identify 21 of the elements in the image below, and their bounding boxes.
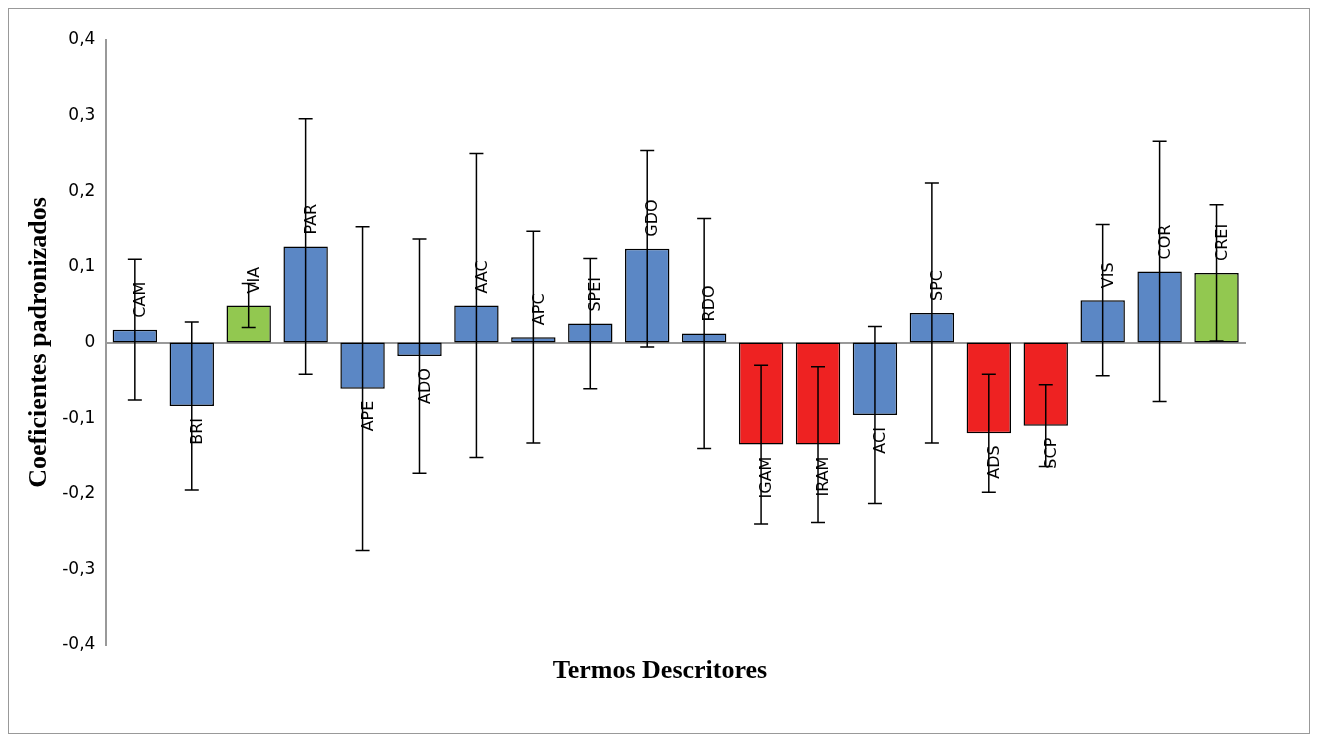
y-tick-label: 0 bbox=[84, 330, 96, 351]
x-tick-label: SPEI bbox=[585, 276, 605, 312]
y-tick-label: 0,2 bbox=[68, 179, 96, 200]
x-tick-label: ADS bbox=[983, 445, 1003, 479]
x-tick-label: CAM bbox=[129, 281, 149, 318]
y-axis-title: Coeficientes padronizados bbox=[23, 197, 53, 488]
y-tick-label: 0,1 bbox=[68, 255, 96, 276]
x-tick-label: IRAM bbox=[813, 456, 833, 497]
y-tick-label: -0,2 bbox=[62, 482, 96, 503]
y-tick-label: -0,3 bbox=[62, 557, 96, 578]
x-tick-label: IGAM bbox=[756, 456, 776, 499]
y-tick-label: -0,1 bbox=[62, 406, 96, 427]
x-tick-label: RDO bbox=[699, 285, 719, 322]
x-tick-label: GDO bbox=[642, 199, 662, 237]
x-tick-label: ACI bbox=[870, 427, 890, 454]
x-axis-title: Termos Descritores bbox=[551, 655, 769, 685]
x-tick-label: VIA bbox=[243, 266, 263, 294]
y-tick-label: 0,3 bbox=[68, 104, 96, 125]
y-tick-label: -0,4 bbox=[62, 633, 96, 654]
y-tick-label: 0,4 bbox=[68, 28, 96, 49]
x-tick-label: SPC bbox=[927, 270, 947, 302]
